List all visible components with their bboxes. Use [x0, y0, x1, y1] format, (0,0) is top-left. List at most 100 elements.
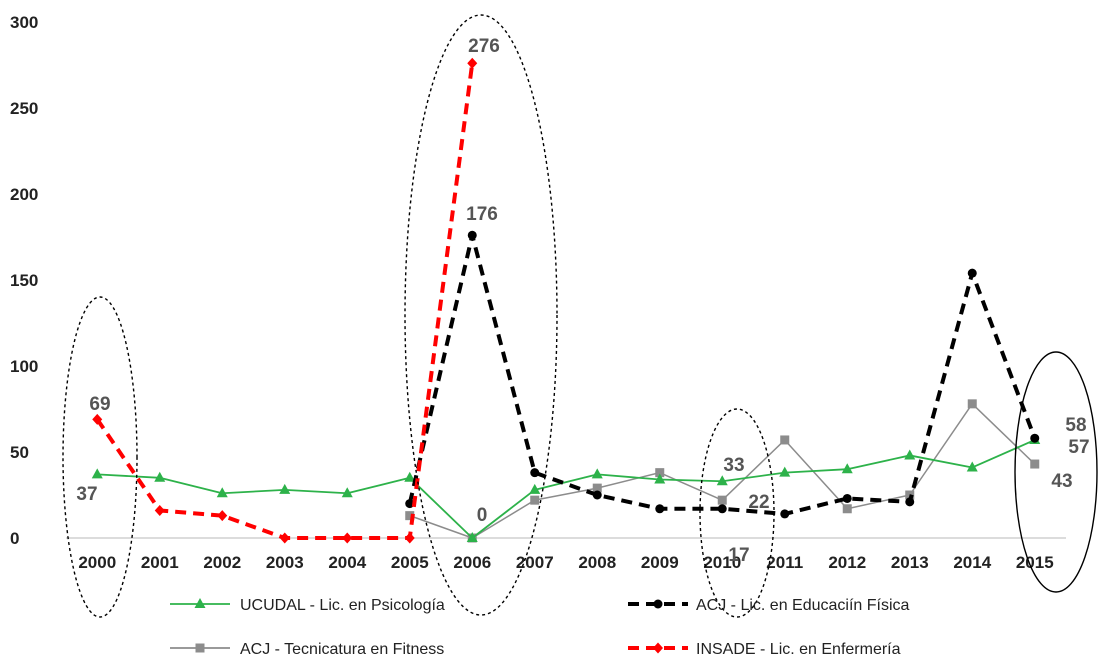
legend-swatch-marker	[195, 643, 205, 653]
data-label: 37	[76, 484, 97, 505]
data-point-marker	[905, 497, 915, 507]
highlight-ellipse	[404, 14, 558, 616]
x-tick-label: 2001	[141, 553, 179, 572]
data-point-marker	[530, 468, 540, 478]
data-point-marker	[466, 532, 478, 542]
x-tick-label: 2010	[703, 553, 741, 572]
data-point-marker	[655, 504, 665, 514]
y-tick-label: 250	[10, 99, 38, 118]
legend: UCUDAL - Lic. en Psicología ACJ - Lic. en…	[170, 597, 910, 658]
x-tick-label: 2011	[766, 553, 803, 572]
data-point-marker	[530, 495, 540, 505]
x-tick-label: 2013	[891, 553, 929, 572]
data-point-marker	[841, 463, 853, 474]
y-tick-label: 200	[10, 185, 38, 204]
data-label: 0	[477, 505, 488, 526]
x-tick-label: 2000	[78, 553, 116, 572]
x-axis-ticks: 2000 2001 2002 2003 2004 2005 2006 2007 2008 2009…	[78, 553, 1053, 572]
data-point-marker	[716, 475, 728, 486]
data-label: 43	[1051, 471, 1072, 492]
data-point-marker	[717, 495, 727, 505]
highlight-ellipses	[62, 14, 1098, 618]
x-tick-label: 2006	[453, 553, 491, 572]
data-point-marker	[405, 511, 415, 521]
legend-entry: UCUDAL - Lic. en Psicología	[170, 597, 445, 614]
legend-swatch-marker	[653, 642, 663, 654]
data-label: 57	[1068, 437, 1089, 458]
legend-label: ACJ - Lic. en Educaciín Física	[696, 597, 910, 614]
data-point-marker	[780, 509, 790, 519]
series-layer	[91, 57, 1041, 544]
data-point-marker	[341, 487, 353, 498]
data-label: 22	[748, 492, 769, 513]
series-acj-tecnicatura-en-fitness	[405, 399, 1040, 543]
x-tick-label: 2005	[391, 553, 429, 572]
highlight-ellipse	[699, 408, 775, 618]
x-tick-label: 2007	[516, 553, 554, 572]
series-acj-lic-en-educaci-n-f-sica	[405, 230, 1040, 519]
data-point-marker	[154, 504, 165, 516]
data-point-marker	[591, 468, 603, 479]
data-point-marker	[966, 461, 978, 472]
legend-entry: ACJ - Tecnicatura en Fitness	[170, 641, 444, 658]
data-point-marker	[154, 471, 166, 482]
data-point-marker	[842, 504, 852, 514]
data-point-marker	[717, 504, 727, 514]
data-point-marker	[779, 466, 791, 477]
data-point-marker	[842, 493, 852, 503]
data-point-marker	[92, 413, 103, 425]
x-tick-label: 2002	[203, 553, 241, 572]
x-tick-label: 2012	[828, 553, 866, 572]
series-line	[409, 403, 1036, 539]
data-point-marker	[967, 399, 977, 409]
y-tick-label: 0	[10, 529, 19, 548]
highlight-ellipse	[62, 296, 138, 618]
data-label: 33	[723, 455, 744, 476]
data-point-marker	[780, 435, 790, 445]
y-axis-ticks: 0 50 100 150 200 250 300	[10, 13, 38, 548]
x-tick-label: 2014	[953, 553, 991, 572]
series-ucudal-lic-en-psicolog-a	[91, 433, 1041, 542]
legend-label: INSADE - Lic. en Enfermería	[696, 641, 901, 658]
data-point-marker	[216, 487, 228, 498]
data-point-marker	[217, 510, 228, 522]
data-point-marker	[404, 471, 416, 482]
legend-swatch-marker	[653, 599, 663, 609]
data-label: 58	[1065, 415, 1086, 436]
data-point-marker	[655, 468, 665, 478]
series-line	[97, 439, 1036, 539]
data-point-marker	[1030, 459, 1040, 469]
highlight-ellipse	[1014, 351, 1098, 593]
legend-entry: INSADE - Lic. en Enfermería	[628, 641, 901, 658]
data-point-marker	[91, 468, 103, 479]
x-tick-label: 2008	[578, 553, 616, 572]
x-tick-label: 2004	[328, 553, 366, 572]
data-point-marker	[529, 483, 541, 494]
data-point-marker	[967, 268, 977, 278]
legend-entry: ACJ - Lic. en Educaciín Física	[628, 597, 910, 614]
x-tick-label: 2003	[266, 553, 304, 572]
legend-label: ACJ - Tecnicatura en Fitness	[240, 641, 444, 658]
x-tick-label: 2015	[1016, 553, 1054, 572]
series-line	[407, 233, 1037, 516]
data-point-marker	[654, 473, 666, 484]
data-point-marker	[467, 230, 477, 240]
data-label: 176	[466, 204, 498, 225]
y-tick-label: 50	[10, 443, 29, 462]
data-point-marker	[279, 483, 291, 494]
series-insade-lic-en-enfermer-a	[92, 57, 478, 544]
data-point-marker	[342, 532, 353, 544]
data-point-marker	[592, 483, 602, 493]
y-tick-label: 100	[10, 357, 38, 376]
data-label: 69	[89, 394, 110, 415]
legend-swatch-marker	[194, 598, 206, 608]
x-tick-label: 2009	[641, 553, 679, 572]
data-point-marker	[467, 57, 478, 69]
data-point-marker	[904, 449, 916, 460]
legend-label: UCUDAL - Lic. en Psicología	[240, 597, 445, 614]
y-tick-label: 150	[10, 271, 38, 290]
data-point-marker	[592, 490, 602, 500]
